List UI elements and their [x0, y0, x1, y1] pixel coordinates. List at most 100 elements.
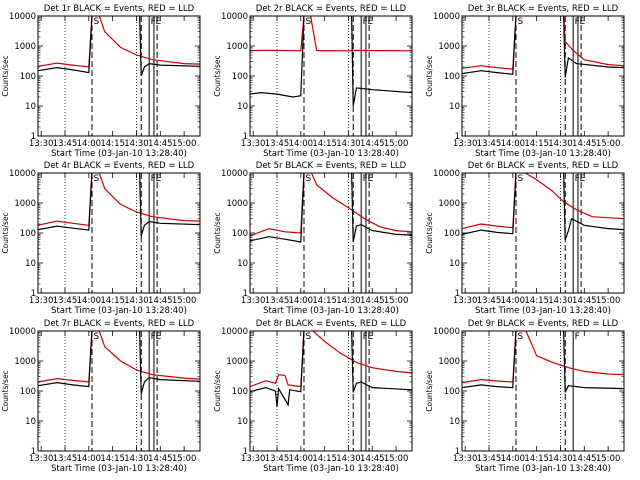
x-tick-label: 13:45 — [265, 139, 290, 149]
x-tick-label: 15:00 — [384, 454, 409, 464]
marker-lines — [64, 173, 158, 293]
x-tick-label: 14:30 — [336, 139, 361, 149]
x-tick-label: 14:30 — [124, 296, 149, 306]
detector-panel-1: Det 1r BLACK = Events, RED = LLD S F E 1 10 10… — [1, 4, 201, 159]
chart-title: Det 1r BLACK = Events, RED = LLD — [44, 4, 195, 14]
x-tick-label: 13:30 — [29, 454, 54, 464]
x-tick-label: 13:30 — [241, 296, 266, 306]
y-axis-label: Counts/sec — [213, 55, 222, 96]
x-tick-label: 14:15 — [524, 296, 549, 306]
y-tick-label: 1000 — [226, 42, 248, 52]
y-tick-label: 100 — [232, 229, 248, 239]
x-tick-label: 15:00 — [596, 139, 621, 149]
x-tick-label: 14:45 — [148, 139, 173, 149]
y-tick-label: 1 — [243, 447, 248, 457]
plot-frame — [37, 330, 201, 452]
x-tick-label: 13:30 — [29, 296, 54, 306]
x-tick-label: 14:00 — [501, 454, 526, 464]
lld-series-line — [38, 173, 200, 226]
flag-label-f: F — [151, 174, 156, 184]
flag-label-s: S — [94, 17, 100, 27]
x-tick-label: 14:00 — [501, 139, 526, 149]
detector-panel-4: Det 4r BLACK = Events, RED = LLD S F E 1 10 10… — [1, 161, 201, 316]
lld-series-line — [250, 331, 412, 388]
events-series-line — [462, 331, 624, 393]
marker-lines — [276, 16, 370, 136]
x-tick-label: 13:45 — [53, 139, 78, 149]
x-tick-label: 15:00 — [384, 296, 409, 306]
y-tick-label: 10000 — [433, 169, 460, 179]
detector-panel-6: Det 6r BLACK = Events, RED = LLD S F E 1 10 10… — [425, 161, 625, 316]
y-tick-label: 100 — [444, 72, 460, 82]
x-tick-label: 14:00 — [77, 454, 102, 464]
flag-label-s: S — [306, 17, 312, 27]
plot-frame — [461, 15, 625, 137]
flag-label-e: E — [155, 174, 161, 184]
x-tick-label: 13:45 — [265, 454, 290, 464]
flag-label-e: E — [367, 174, 373, 184]
y-axis-label: Counts/sec — [425, 55, 434, 96]
x-tick-label: 14:00 — [77, 296, 102, 306]
flag-label-e: E — [367, 17, 373, 27]
flag-label-f: F — [363, 332, 368, 342]
chart-title: Det 9r BLACK = Events, RED = LLD — [468, 319, 619, 329]
x-tick-label: 14:45 — [572, 454, 597, 464]
x-tick-label: 13:45 — [53, 454, 78, 464]
x-tick-label: 14:45 — [360, 139, 385, 149]
y-axis-label: Counts/sec — [1, 212, 10, 253]
y-tick-label: 100 — [444, 229, 460, 239]
chart-title: Det 7r BLACK = Events, RED = LLD — [44, 319, 195, 329]
x-tick-label: 15:00 — [172, 454, 197, 464]
flag-label-f: F — [151, 17, 156, 27]
y-tick-label: 1 — [455, 289, 460, 299]
y-axis-label: Counts/sec — [425, 212, 434, 253]
y-tick-label: 100 — [444, 387, 460, 397]
x-tick-label: 14:45 — [360, 454, 385, 464]
y-tick-label: 10000 — [221, 169, 248, 179]
detector-panel-9: Det 9r BLACK = Events, RED = LLD S F 1 10 100… — [425, 319, 625, 474]
y-tick-label: 1000 — [438, 357, 460, 367]
marker-lines — [64, 331, 158, 451]
y-tick-label: 1 — [455, 447, 460, 457]
flag-label-e: E — [579, 17, 585, 27]
y-tick-label: 1000 — [14, 42, 36, 52]
x-tick-label: 13:45 — [477, 296, 502, 306]
y-axis-label: Counts/sec — [213, 370, 222, 411]
detector-panel-3: Det 3r BLACK = Events, RED = LLD S F E 1 10 10… — [425, 4, 625, 159]
x-tick-label: 14:45 — [148, 296, 173, 306]
marker-lines — [488, 331, 574, 451]
lld-series-line — [250, 173, 412, 237]
x-tick-label: 14:00 — [77, 139, 102, 149]
x-tick-label: 15:00 — [172, 296, 197, 306]
y-tick-label: 10000 — [433, 12, 460, 22]
flag-label-f: F — [575, 17, 580, 27]
x-tick-label: 14:30 — [124, 454, 149, 464]
y-tick-label: 10 — [25, 102, 36, 112]
x-tick-label: 13:45 — [265, 296, 290, 306]
y-axis-label: Counts/sec — [1, 55, 10, 96]
flag-label-s: S — [306, 174, 312, 184]
x-axis-label: Start Time (03-Jan-10 13:28:40) — [475, 306, 611, 316]
x-tick-label: 13:30 — [29, 139, 54, 149]
x-axis-label: Start Time (03-Jan-10 13:28:40) — [51, 149, 187, 159]
x-tick-label: 14:45 — [148, 454, 173, 464]
x-axis-label: Start Time (03-Jan-10 13:28:40) — [475, 464, 611, 474]
events-series-line — [38, 173, 200, 237]
chart-title: Det 5r BLACK = Events, RED = LLD — [256, 161, 407, 171]
x-tick-label: 14:45 — [360, 296, 385, 306]
chart-title: Det 2r BLACK = Events, RED = LLD — [256, 4, 407, 14]
x-tick-label: 14:15 — [100, 296, 125, 306]
flag-label-s: S — [94, 174, 100, 184]
x-tick-label: 14:30 — [548, 296, 573, 306]
x-tick-label: 14:15 — [100, 139, 125, 149]
y-axis-label: Counts/sec — [425, 370, 434, 411]
marker-lines — [276, 331, 370, 451]
x-tick-label: 15:00 — [596, 296, 621, 306]
x-axis-label: Start Time (03-Jan-10 13:28:40) — [51, 464, 187, 474]
y-tick-label: 10000 — [9, 327, 36, 337]
flag-label-f: F — [575, 332, 580, 342]
detector-panel-5: Det 5r BLACK = Events, RED = LLD S F E 1 10 10… — [213, 161, 413, 316]
x-tick-label: 14:00 — [289, 296, 314, 306]
plot-frame — [461, 330, 625, 452]
